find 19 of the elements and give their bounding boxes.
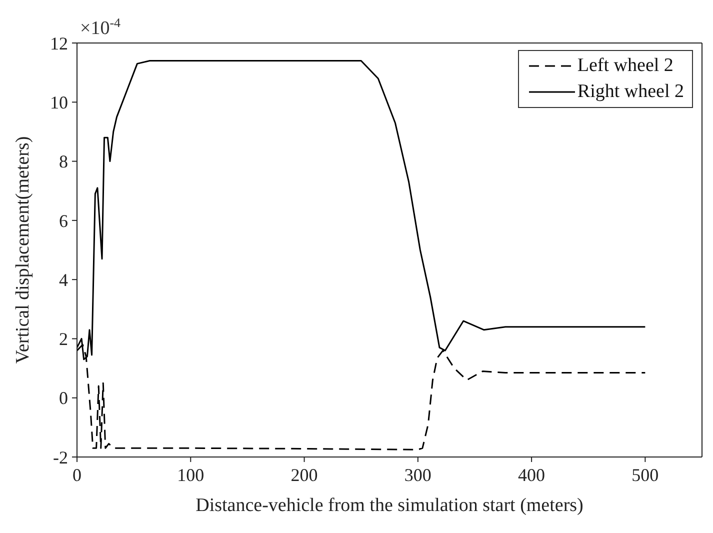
y-tick-label: 2 — [59, 329, 68, 350]
x-tick-label: 0 — [72, 464, 82, 485]
y-tick-label: 12 — [50, 33, 68, 54]
x-tick-label: 400 — [518, 464, 546, 485]
y-tick-label: 0 — [59, 388, 68, 408]
legend-label: Right wheel 2 — [577, 80, 684, 104]
x-tick-label: 100 — [177, 464, 204, 485]
y-axis-title: Vertical displacement(meters) — [12, 136, 34, 364]
y-tick-label: 8 — [59, 152, 68, 172]
y-tick-label: 4 — [59, 270, 68, 290]
y-tick-label: 10 — [50, 92, 68, 113]
y-tick-label: -2 — [53, 447, 68, 468]
x-tick-label: 200 — [290, 464, 318, 485]
legend-label: Left wheel 2 — [577, 54, 674, 78]
x-tick-label: 300 — [404, 464, 432, 485]
x-tick-label: 500 — [632, 464, 659, 485]
text: ×10$^{-4}$ — [80, 14, 122, 39]
y-tick-label: 6 — [59, 210, 68, 231]
x-axis-title: Distance-vehicle from the simulation start (meters) — [196, 495, 584, 516]
